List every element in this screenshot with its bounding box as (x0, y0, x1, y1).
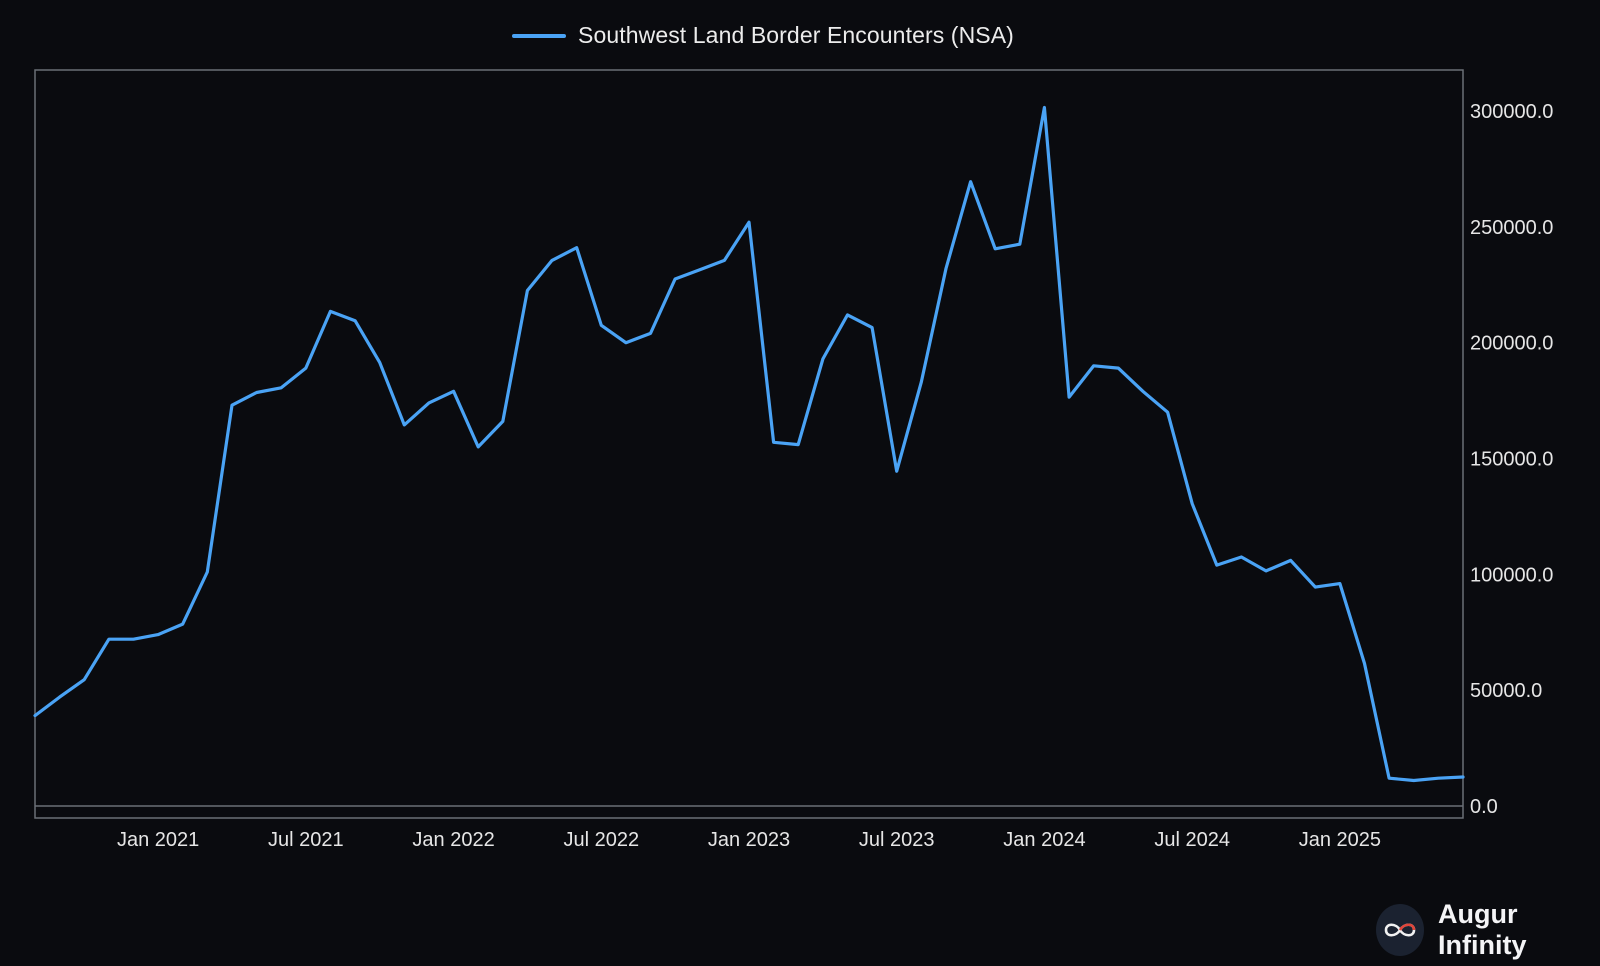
data-point (328, 309, 332, 313)
data-point (1166, 410, 1170, 414)
data-point (575, 246, 579, 250)
data-point (181, 622, 185, 626)
data-point (772, 440, 776, 444)
data-point (1461, 775, 1465, 779)
x-tick-label: Jul 2021 (268, 829, 344, 851)
data-point (476, 445, 480, 449)
data-point (501, 419, 505, 423)
y-tick-label: 300000.0 (1470, 101, 1553, 123)
data-point (846, 313, 850, 317)
data-point (1338, 582, 1342, 586)
legend-label: Southwest Land Border Encounters (NSA) (578, 22, 1014, 48)
data-point (1387, 776, 1391, 780)
x-tick-label: Jan 2021 (117, 829, 199, 851)
y-tick-label: 0.0 (1470, 796, 1498, 818)
data-point (1141, 389, 1145, 393)
data-point (1264, 569, 1268, 573)
data-point (427, 401, 431, 405)
data-point (919, 380, 923, 384)
data-point (649, 331, 653, 335)
data-point (624, 341, 628, 345)
series-line (33, 105, 1465, 783)
x-axis-ticks: Jan 2021 Jul 2021 Jan 2022 Jul 2022 Jan 2023… (117, 829, 1381, 851)
data-point (304, 366, 308, 370)
data-point (870, 326, 874, 330)
series-points (33, 106, 1465, 783)
x-tick-label: Jul 2022 (563, 829, 639, 851)
y-tick-label: 100000.0 (1470, 564, 1553, 586)
data-point (747, 220, 751, 224)
data-point (722, 258, 726, 262)
brand: Augur Infinity (1376, 899, 1600, 961)
data-point (1018, 242, 1022, 246)
legend[interactable]: Southwest Land Border Encounters (NSA) (512, 22, 1014, 49)
data-point (599, 323, 603, 327)
data-point (1436, 776, 1440, 780)
data-point (205, 570, 209, 574)
x-tick-label: Jul 2024 (1154, 829, 1230, 851)
data-point (107, 637, 111, 641)
data-point (1116, 366, 1120, 370)
data-point (353, 319, 357, 323)
x-tick-label: Jan 2025 (1299, 829, 1381, 851)
plot-frame (34, 69, 1464, 819)
infinity-logo-icon (1376, 904, 1424, 956)
data-point (82, 678, 86, 682)
legend-swatch (512, 33, 566, 38)
data-point (33, 714, 37, 718)
y-axis-ticks: 0.0 50000.0 100000.0 150000.0 200000.0 250000… (1470, 101, 1553, 818)
x-tick-label: Jan 2024 (1003, 829, 1085, 851)
data-point (156, 633, 160, 637)
brand-name: Augur Infinity (1438, 899, 1527, 960)
data-point (525, 289, 529, 293)
data-point (969, 180, 973, 184)
data-point (698, 268, 702, 272)
data-point (452, 389, 456, 393)
data-point (796, 443, 800, 447)
data-point (132, 637, 136, 641)
data-point (230, 403, 234, 407)
x-tick-label: Jul 2023 (859, 829, 935, 851)
x-tick-label: Jan 2022 (412, 829, 494, 851)
data-point (1412, 779, 1416, 783)
data-point (1190, 502, 1194, 506)
data-point (895, 469, 899, 473)
data-point (1092, 364, 1096, 368)
data-point (58, 695, 62, 699)
data-point (402, 423, 406, 427)
data-point (673, 277, 677, 281)
data-point (1239, 555, 1243, 559)
data-point (550, 258, 554, 262)
data-point (279, 386, 283, 390)
data-point (821, 357, 825, 361)
data-point (1067, 395, 1071, 399)
data-point (1363, 662, 1367, 666)
data-point (993, 247, 997, 251)
data-point (378, 360, 382, 364)
x-tick-label: Jan 2023 (708, 829, 790, 851)
data-point (1289, 558, 1293, 562)
y-tick-label: 250000.0 (1470, 217, 1553, 239)
y-tick-label: 200000.0 (1470, 333, 1553, 355)
data-point (1215, 563, 1219, 567)
y-tick-label: 50000.0 (1470, 680, 1542, 702)
y-tick-label: 150000.0 (1470, 449, 1553, 471)
data-point (1313, 585, 1317, 589)
data-point (255, 391, 259, 395)
data-point (1042, 106, 1046, 110)
data-point (944, 267, 948, 271)
